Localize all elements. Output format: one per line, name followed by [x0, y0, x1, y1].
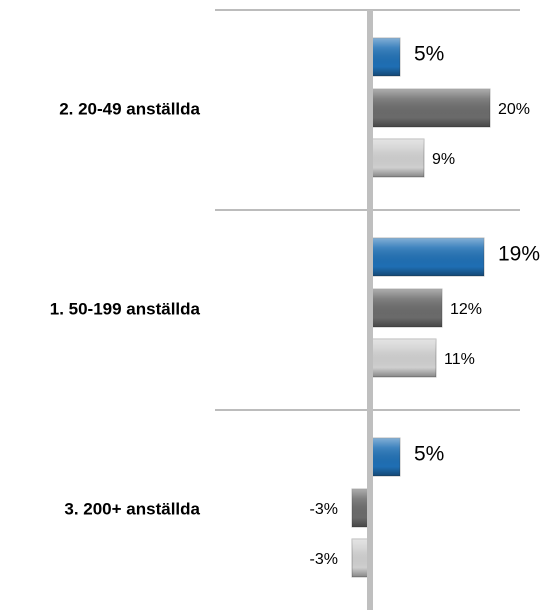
- data-label: -3%: [310, 551, 338, 568]
- bar-shade: [370, 438, 400, 476]
- data-label: 5%: [414, 43, 444, 66]
- bar-shade: [370, 38, 400, 76]
- data-label: 20%: [498, 101, 530, 118]
- data-label: 11%: [444, 351, 475, 368]
- bar-shade: [370, 238, 484, 276]
- bar-shade: [370, 139, 424, 177]
- data-label: 19%: [498, 243, 540, 266]
- bar-shade: [352, 489, 370, 527]
- data-label: -3%: [310, 501, 338, 518]
- category-label: 3. 200+ anställda: [64, 499, 200, 518]
- data-label: 9%: [432, 151, 455, 168]
- bar-shade: [370, 289, 442, 327]
- zero-axis: [367, 10, 373, 610]
- data-label: 5%: [414, 443, 444, 466]
- bar-shade: [370, 89, 490, 127]
- category-label: 2. 20-49 anställda: [59, 99, 200, 118]
- data-label: 12%: [450, 301, 482, 318]
- bar-shade: [352, 539, 370, 577]
- category-label: 1. 50-199 anställda: [50, 299, 201, 318]
- bar-shade: [370, 339, 436, 377]
